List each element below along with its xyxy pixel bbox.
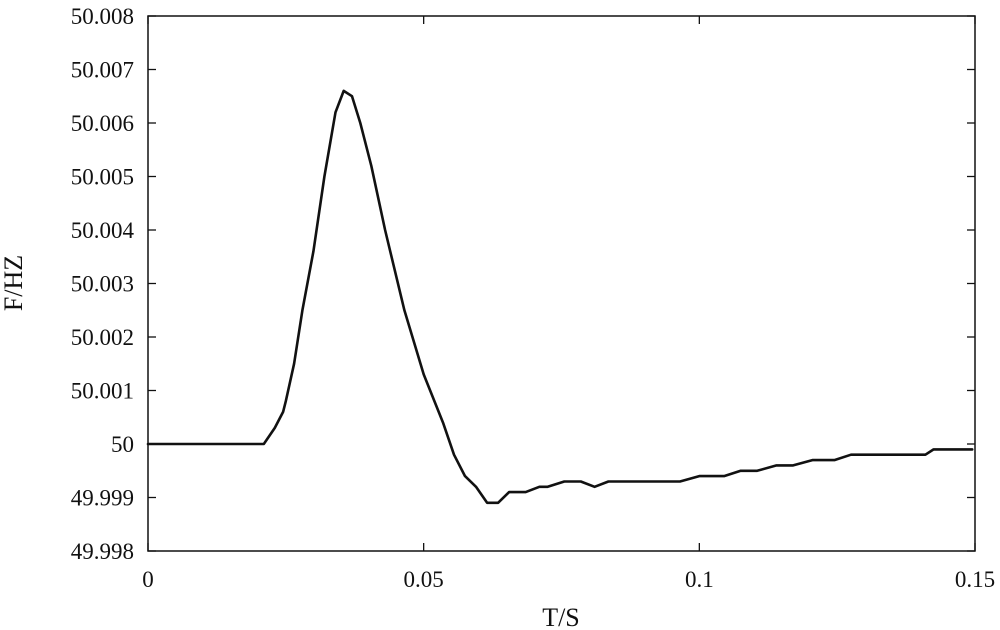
x-tick-label: 0 <box>142 567 154 592</box>
y-tick-label: 50.001 <box>71 379 134 404</box>
x-tick-label: 0.05 <box>404 567 444 592</box>
y-tick-label: 50.007 <box>71 58 134 83</box>
y-tick-label: 50.005 <box>71 165 134 190</box>
x-axis-ticks: 0 0.05 0.1 0.15 <box>142 16 995 592</box>
x-axis-title: T/S <box>542 603 580 630</box>
y-tick-label: 50.002 <box>71 325 134 350</box>
y-tick-label: 49.998 <box>71 539 134 564</box>
y-tick-label: 50.008 <box>71 4 134 29</box>
y-tick-label: 50 <box>111 432 134 457</box>
series-layer <box>146 89 974 505</box>
y-tick-label: 49.999 <box>71 486 134 511</box>
y-tick-label: 50.003 <box>71 272 134 297</box>
x-tick-label: 0.15 <box>955 567 995 592</box>
y-axis-ticks: 49.998 49.999 50 50.001 50.002 50.003 50.004 50… <box>71 4 975 564</box>
plot-frame <box>147 15 976 552</box>
y-tick-label: 50.006 <box>71 111 134 136</box>
series-line <box>146 89 974 505</box>
x-tick-label: 0.1 <box>685 567 714 592</box>
y-tick-label: 50.004 <box>71 218 135 243</box>
y-axis-title: F/HZ <box>0 255 28 311</box>
